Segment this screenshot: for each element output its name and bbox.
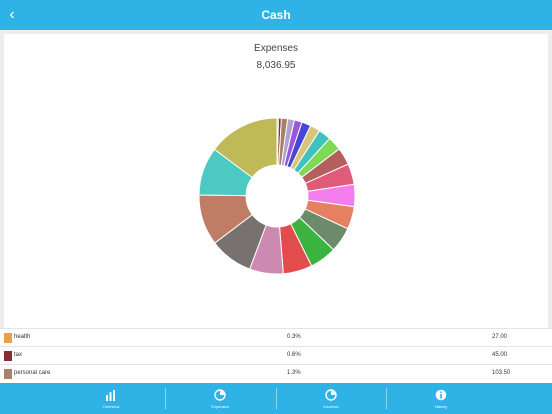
legend-amount: 27.00 bbox=[492, 334, 508, 340]
legend-swatch bbox=[4, 351, 12, 361]
legend-percent: 0.6% bbox=[287, 352, 301, 358]
chart-panel bbox=[4, 34, 548, 330]
chevron-left-icon: ‹ bbox=[9, 6, 15, 23]
legend-row-personal-care[interactable]: personal care 1.3% 103.50 bbox=[0, 364, 552, 383]
page-title: Cash bbox=[261, 8, 291, 22]
chart-total: 8,036.95 bbox=[256, 60, 296, 71]
tab-history[interactable]: History bbox=[387, 383, 495, 414]
legend-name: tax bbox=[14, 352, 23, 358]
tab-overview[interactable]: Overview bbox=[57, 383, 165, 414]
tab-label: Expenses bbox=[211, 404, 229, 409]
legend-swatch bbox=[4, 333, 12, 343]
tab-divider bbox=[386, 388, 387, 409]
pie-chart-icon bbox=[325, 389, 337, 401]
tab-label: Incomes bbox=[323, 404, 339, 409]
legend-percent: 1.3% bbox=[287, 370, 301, 376]
info-icon bbox=[435, 389, 447, 401]
navigation-bar: ‹ Cash bbox=[0, 0, 552, 30]
legend-list: health 0.3% 27.00 tax 0.6% 45.00 persona… bbox=[0, 328, 552, 383]
legend-percent: 0.3% bbox=[287, 334, 301, 340]
legend-amount: 45.00 bbox=[492, 352, 508, 358]
tab-label: History bbox=[434, 404, 448, 409]
bar-chart-icon bbox=[106, 390, 115, 401]
back-button[interactable]: ‹ bbox=[5, 5, 19, 25]
tab-bar: Overview Expenses Incomes History bbox=[0, 383, 552, 414]
legend-amount: 103.50 bbox=[492, 370, 511, 376]
tab-divider bbox=[276, 388, 277, 409]
legend-name: personal care bbox=[14, 370, 51, 376]
tab-expenses[interactable]: Expenses bbox=[166, 383, 274, 414]
tab-divider bbox=[165, 388, 166, 409]
tab-incomes[interactable]: Incomes bbox=[277, 383, 385, 414]
donut-slice-20[interactable] bbox=[213, 117, 278, 179]
legend-swatch bbox=[4, 369, 12, 379]
legend-name: health bbox=[14, 334, 31, 340]
chart-title: Expenses bbox=[254, 43, 298, 54]
legend-row-tax[interactable]: tax 0.6% 45.00 bbox=[0, 346, 552, 365]
legend-row-health[interactable]: health 0.3% 27.00 bbox=[0, 328, 552, 347]
pie-chart-icon bbox=[214, 389, 226, 401]
tab-label: Overview bbox=[102, 404, 120, 409]
